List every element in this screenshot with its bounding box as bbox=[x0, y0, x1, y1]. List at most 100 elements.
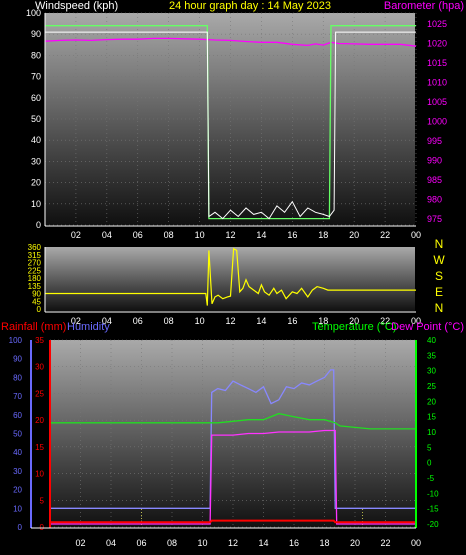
temp-x-tick: 18 bbox=[319, 538, 329, 548]
direction-series bbox=[45, 247, 416, 306]
barometer-y-tick: 980 bbox=[427, 195, 442, 205]
rain-y-tick: 25 bbox=[35, 389, 44, 398]
humidity-y-tick: 30 bbox=[13, 467, 22, 476]
temp-x-tick: 22 bbox=[380, 538, 390, 548]
temp-y-tick: 25 bbox=[427, 382, 436, 391]
wind-x-tick: 16 bbox=[287, 230, 297, 240]
wind-y-tick: 0 bbox=[36, 220, 41, 230]
barometer-y-tick: 1000 bbox=[427, 117, 447, 127]
wind-x-tick: 08 bbox=[164, 230, 174, 240]
compass-label: W bbox=[433, 253, 445, 267]
dewpoint-line bbox=[50, 429, 416, 525]
temp-y-tick: 20 bbox=[427, 397, 436, 406]
direction-x-tick: 02 bbox=[71, 316, 81, 326]
rain-axis-label: Rainfall (mm) bbox=[1, 321, 66, 333]
wind-x-tick: 18 bbox=[318, 230, 328, 240]
barometer-y-tick: 1005 bbox=[427, 97, 447, 107]
dewpoint-axis-label: Dew Point (°C) bbox=[391, 321, 464, 333]
temp-y-tick: -20 bbox=[427, 520, 439, 529]
temp-series bbox=[50, 369, 416, 525]
barometer-line bbox=[44, 37, 417, 47]
temp-y-tick: -15 bbox=[427, 505, 439, 514]
barometer-y-tick: 975 bbox=[427, 214, 442, 224]
temp-x-tick: 02 bbox=[75, 538, 85, 548]
direction-x-tick: 00 bbox=[411, 316, 421, 326]
wind-x-tick: 04 bbox=[102, 230, 112, 240]
temp-y-tick: 40 bbox=[427, 336, 436, 345]
humidity-y-tick: 0 bbox=[18, 523, 23, 532]
temp-y-tick: 5 bbox=[427, 443, 432, 452]
wind-axis-label: Windspeed (kph) bbox=[35, 0, 118, 12]
rain-y-tick: 35 bbox=[35, 336, 44, 345]
humidity-line bbox=[50, 369, 416, 509]
wind-x-tick: 22 bbox=[380, 230, 390, 240]
humidity-y-tick: 40 bbox=[13, 448, 22, 457]
compass-label: S bbox=[435, 269, 443, 283]
rain-y-tick: 30 bbox=[35, 363, 44, 372]
humidity-y-tick: 100 bbox=[9, 336, 23, 345]
temp-plot-area bbox=[50, 340, 415, 528]
direction-y-tick: 0 bbox=[37, 305, 42, 314]
barometer-y-tick: 1010 bbox=[427, 78, 447, 88]
direction-y-tick: 45 bbox=[32, 297, 41, 306]
wind-series bbox=[44, 25, 417, 220]
rain-y-tick: 5 bbox=[40, 496, 45, 505]
barometer-axis-label: Barometer (hpa) bbox=[384, 0, 464, 12]
barometer-y-tick: 995 bbox=[427, 136, 442, 146]
humidity-y-tick: 80 bbox=[13, 373, 22, 382]
wind-y-tick: 50 bbox=[31, 114, 41, 124]
humidity-y-tick: 60 bbox=[13, 411, 22, 420]
wind-grid bbox=[45, 12, 417, 226]
direction-x-tick: 12 bbox=[225, 316, 235, 326]
direction-plot-area bbox=[45, 247, 415, 311]
wind-direction-line bbox=[45, 247, 416, 306]
direction-axis-ticks: 02 04 06 08 10 12 14 16 18 20 22 000459013518022527… bbox=[28, 243, 421, 326]
temp-x-tick: 12 bbox=[228, 538, 238, 548]
temp-axis-ticks: 02 04 06 08 10 12 14 16 18 20 22 000102030405060708… bbox=[9, 336, 439, 548]
wind-y-tick: 20 bbox=[31, 178, 41, 188]
temp-y-tick: 0 bbox=[427, 459, 432, 468]
direction-x-tick: 08 bbox=[164, 316, 174, 326]
wind-y-tick: 90 bbox=[31, 29, 41, 39]
compass-label: N bbox=[435, 301, 444, 315]
humidity-y-tick: 20 bbox=[13, 486, 22, 495]
direction-x-tick: 18 bbox=[318, 316, 328, 326]
temp-y-tick: 35 bbox=[427, 351, 436, 360]
wind-y-tick: 10 bbox=[31, 199, 41, 209]
wind-direction-chart: 02 04 06 08 10 12 14 16 18 20 22 000459013518022527… bbox=[28, 237, 446, 326]
wind-x-tick: 12 bbox=[225, 230, 235, 240]
wind-axis-ticks: 02 04 06 08 10 12 14 16 18 20 22 000102030405060708… bbox=[26, 8, 447, 240]
direction-y-tick: 180 bbox=[28, 274, 42, 283]
temp-y-tick: -5 bbox=[427, 474, 435, 483]
chart-title: 24 hour graph day : 14 May 2023 bbox=[169, 0, 331, 12]
wind-y-tick: 30 bbox=[31, 156, 41, 166]
direction-x-tick: 06 bbox=[133, 316, 143, 326]
wind-gust-line bbox=[45, 31, 416, 220]
direction-y-tick: 360 bbox=[28, 243, 42, 252]
barometer-y-tick: 990 bbox=[427, 156, 442, 166]
rain-y-tick: 15 bbox=[35, 443, 44, 452]
temp-x-tick: 06 bbox=[136, 538, 146, 548]
rain-y-tick: 20 bbox=[35, 416, 44, 425]
barometer-y-tick: 1015 bbox=[427, 58, 447, 68]
humidity-axis-label: Humidity bbox=[67, 321, 110, 333]
wind-x-tick: 14 bbox=[256, 230, 266, 240]
humidity-y-tick: 70 bbox=[13, 392, 22, 401]
direction-x-tick: 16 bbox=[287, 316, 297, 326]
temp-grid bbox=[50, 339, 417, 528]
wind-x-tick: 10 bbox=[195, 230, 205, 240]
temp-x-tick: 08 bbox=[167, 538, 177, 548]
wind-x-tick: 00 bbox=[411, 230, 421, 240]
wind-x-tick: 20 bbox=[349, 230, 359, 240]
wind-y-tick: 100 bbox=[26, 8, 41, 18]
temp-humidity-chart: Rainfall (mm) Humidity Temperature (°C) … bbox=[1, 321, 464, 548]
temperature-line bbox=[50, 412, 416, 430]
wind-y-tick: 40 bbox=[31, 135, 41, 145]
wind-y-tick: 70 bbox=[31, 72, 41, 82]
direction-x-tick: 22 bbox=[380, 316, 390, 326]
humidity-y-tick: 90 bbox=[13, 355, 22, 364]
direction-x-tick: 04 bbox=[102, 316, 112, 326]
direction-x-tick: 14 bbox=[256, 316, 266, 326]
